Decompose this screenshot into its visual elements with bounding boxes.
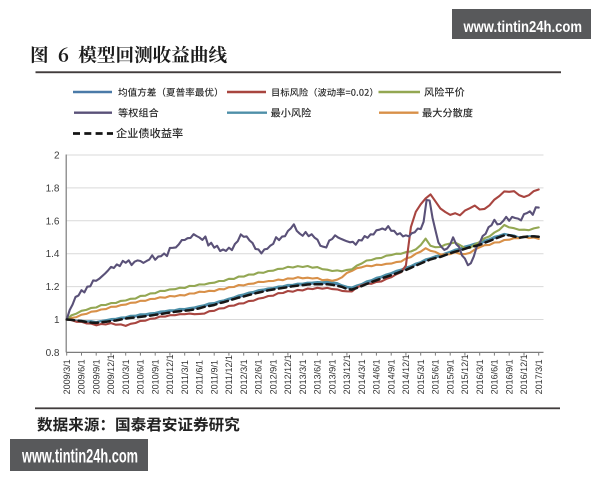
- svg-text:2012/6/1: 2012/6/1: [254, 359, 264, 394]
- svg-text:1.2: 1.2: [46, 282, 60, 293]
- svg-text:2009/12/1: 2009/12/1: [106, 354, 116, 394]
- svg-text:2009/3/1: 2009/3/1: [62, 359, 72, 394]
- svg-text:1.6: 1.6: [46, 216, 60, 227]
- svg-text:1.4: 1.4: [46, 249, 60, 260]
- svg-text:2017/3/1: 2017/3/1: [534, 359, 544, 394]
- svg-text:www.tintin24h.com: www.tintin24h.com: [463, 19, 582, 36]
- svg-text:2014/9/1: 2014/9/1: [386, 359, 396, 394]
- svg-text:2016/9/1: 2016/9/1: [504, 359, 514, 394]
- svg-text:2012/12/1: 2012/12/1: [283, 354, 293, 394]
- svg-text:2013/3/1: 2013/3/1: [298, 359, 308, 394]
- svg-text:2013/6/1: 2013/6/1: [313, 359, 323, 394]
- svg-text:1.8: 1.8: [46, 183, 60, 194]
- svg-text:2016/6/1: 2016/6/1: [490, 359, 500, 394]
- svg-text:2014/3/1: 2014/3/1: [357, 359, 367, 394]
- svg-text:2010/3/1: 2010/3/1: [121, 359, 131, 394]
- svg-text:2: 2: [54, 151, 60, 162]
- svg-text:2010/6/1: 2010/6/1: [136, 359, 146, 394]
- svg-text:2011/9/1: 2011/9/1: [209, 360, 219, 394]
- svg-text:2010/12/1: 2010/12/1: [165, 354, 175, 394]
- svg-text:2010/9/1: 2010/9/1: [150, 359, 160, 394]
- svg-text:2009/9/1: 2009/9/1: [91, 359, 101, 394]
- svg-text:2015/3/1: 2015/3/1: [416, 359, 426, 394]
- svg-text:0.8: 0.8: [46, 348, 60, 359]
- svg-text:2015/12/1: 2015/12/1: [460, 354, 470, 394]
- svg-text:2012/9/1: 2012/9/1: [268, 359, 278, 394]
- svg-text:2014/12/1: 2014/12/1: [401, 354, 411, 394]
- svg-text:www.tintin24h.com: www.tintin24h.com: [21, 447, 138, 468]
- svg-text:2015/9/1: 2015/9/1: [445, 359, 455, 394]
- svg-text:2013/9/1: 2013/9/1: [327, 359, 337, 394]
- svg-text:2014/6/1: 2014/6/1: [372, 359, 382, 394]
- svg-text:2015/6/1: 2015/6/1: [431, 359, 441, 394]
- svg-text:2012/3/1: 2012/3/1: [239, 359, 249, 394]
- svg-text:2009/6/1: 2009/6/1: [77, 359, 87, 394]
- svg-text:1: 1: [54, 315, 60, 326]
- svg-text:2011/3/1: 2011/3/1: [180, 360, 190, 394]
- svg-text:2016/3/1: 2016/3/1: [475, 359, 485, 394]
- svg-text:2016/12/1: 2016/12/1: [519, 354, 529, 394]
- svg-text:2011/6/1: 2011/6/1: [195, 360, 205, 394]
- svg-text:2011/12/1: 2011/12/1: [224, 355, 234, 394]
- svg-text:2013/12/1: 2013/12/1: [342, 354, 352, 394]
